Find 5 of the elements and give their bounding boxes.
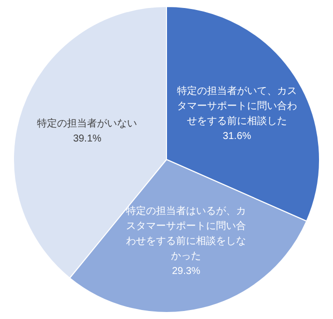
slice-label: 特定の担当者がいない: [37, 117, 138, 130]
data-label: 31.6%: [222, 130, 252, 142]
data-label: 39.1%: [73, 133, 102, 144]
slice-label: 特定の担当者がいて、カスタマーサポートに問い合わせをする前に相談した: [176, 84, 297, 127]
data-label: 29.3%: [172, 266, 200, 278]
